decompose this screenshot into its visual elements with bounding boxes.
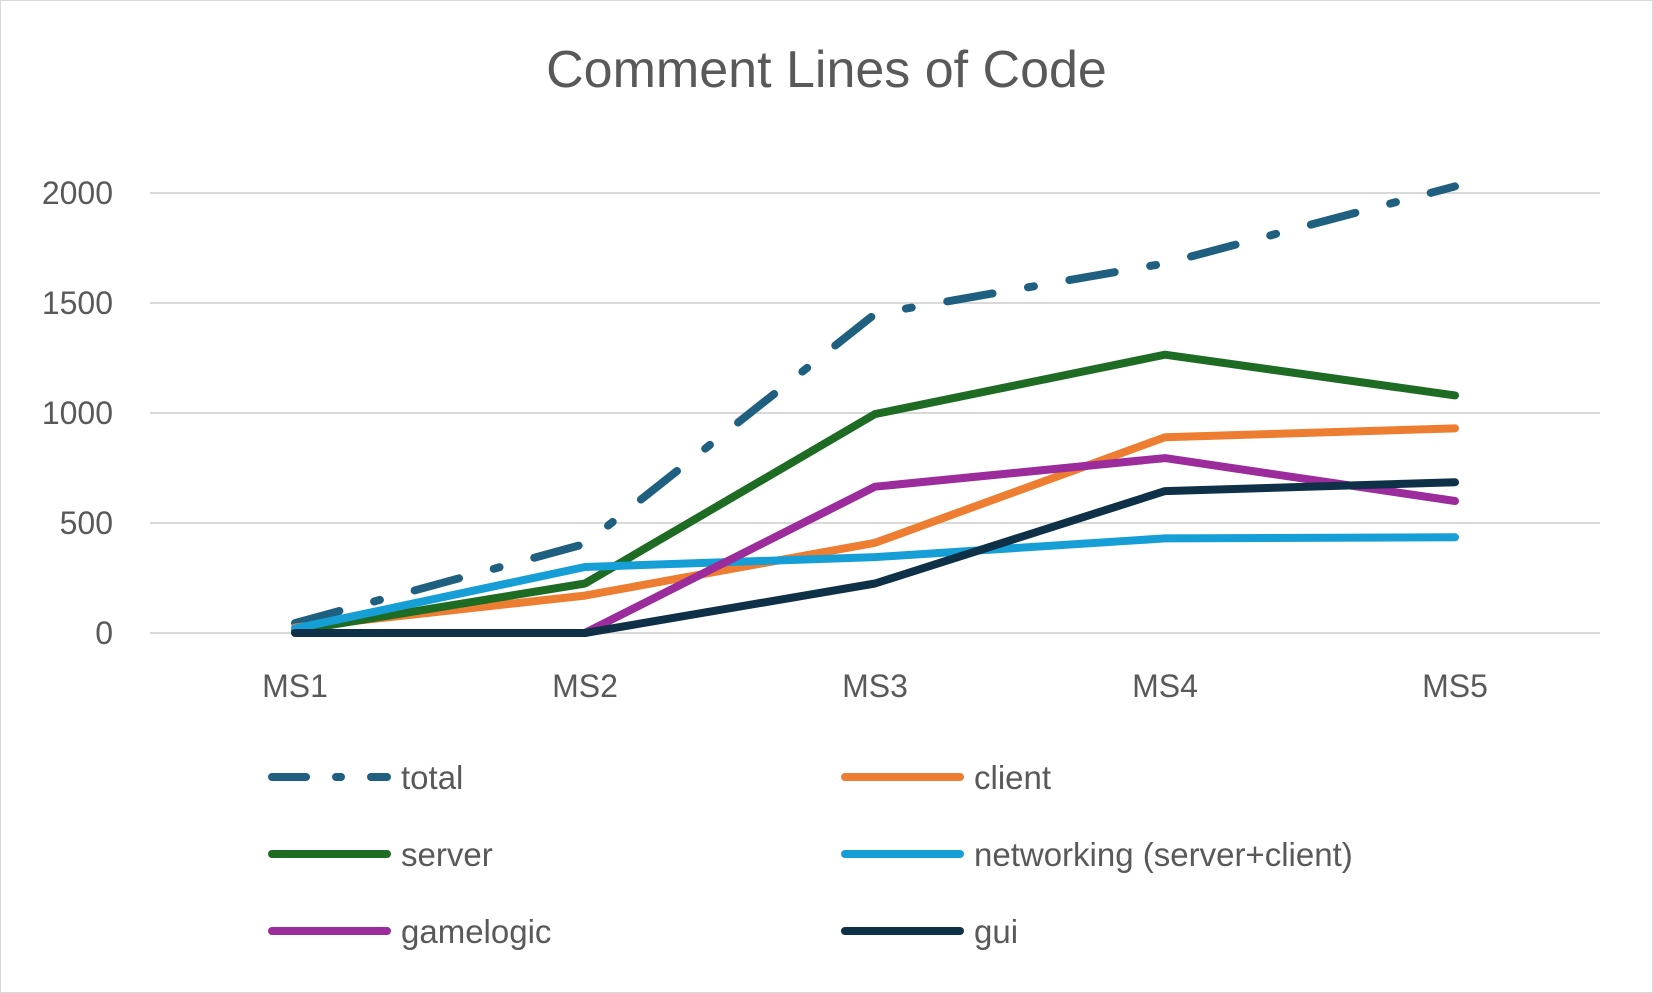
y-tick-label: 1000 bbox=[42, 395, 113, 431]
x-axis-ticks: MS1 MS2 MS3 MS4 MS5 bbox=[262, 668, 1488, 704]
legend-label: client bbox=[974, 759, 1051, 796]
legend-label: networking (server+client) bbox=[974, 836, 1353, 873]
legend: total client server networking (server+clie… bbox=[268, 759, 1353, 950]
legend-label: total bbox=[401, 759, 463, 796]
series-line-gui bbox=[291, 478, 1459, 637]
series-layer bbox=[291, 182, 1459, 637]
y-tick-label: 1500 bbox=[42, 285, 113, 321]
legend-label: gamelogic bbox=[401, 913, 551, 950]
y-axis-ticks: 0 500 1000 1500 2000 bbox=[42, 175, 113, 651]
legend-item: server bbox=[268, 836, 493, 873]
series-line-server bbox=[291, 350, 1459, 635]
x-tick-label: MS2 bbox=[552, 668, 618, 704]
series-line-client bbox=[291, 424, 1459, 632]
x-tick-label: MS4 bbox=[1132, 668, 1198, 704]
y-tick-label: 0 bbox=[95, 615, 113, 651]
legend-item: total bbox=[268, 759, 463, 796]
legend-item: client bbox=[841, 759, 1051, 796]
x-tick-label: MS3 bbox=[842, 668, 908, 704]
x-tick-label: MS1 bbox=[262, 668, 328, 704]
chart-title: Comment Lines of Code bbox=[546, 41, 1107, 99]
legend-label: server bbox=[401, 836, 493, 873]
series-line-networking-server-client bbox=[291, 533, 1459, 633]
x-tick-label: MS5 bbox=[1422, 668, 1488, 704]
legend-item: gui bbox=[841, 913, 1018, 950]
legend-label: gui bbox=[974, 913, 1018, 950]
legend-item: networking (server+client) bbox=[841, 836, 1353, 873]
y-tick-label: 500 bbox=[60, 505, 113, 541]
series-line-gamelogic bbox=[581, 454, 1459, 637]
legend-item: gamelogic bbox=[268, 913, 551, 950]
y-tick-label: 2000 bbox=[42, 175, 113, 211]
